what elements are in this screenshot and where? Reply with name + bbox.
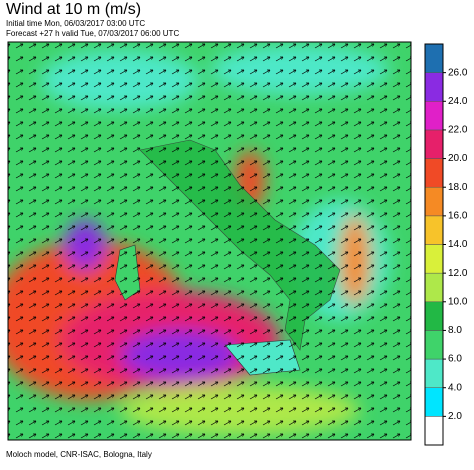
forecast-time: Forecast +27 h valid Tue, 07/03/2017 06:…	[6, 29, 179, 38]
colorbar-band	[424, 186, 444, 217]
colorbar-band	[424, 215, 444, 245]
colorbar-label: 4.0	[448, 382, 462, 393]
colorbar-band	[424, 416, 444, 446]
colorbar-label: 2.0	[448, 411, 462, 422]
colorbar-label: 24.0	[448, 96, 468, 107]
colorbar-band	[424, 101, 444, 131]
colorbar-band	[424, 330, 444, 360]
colorbar-label: 14.0	[448, 239, 468, 250]
colorbar-label: 18.0	[448, 182, 468, 193]
colorbar-label: 10.0	[448, 296, 468, 307]
colorbar-label: 8.0	[448, 325, 462, 336]
colorbar-band	[424, 158, 444, 188]
colorbar-band	[424, 358, 444, 388]
colorbar-band	[424, 272, 444, 303]
colorbar-band	[424, 387, 444, 417]
title: Wind at 10 m (m/s)	[6, 1, 141, 18]
colorbar-label: 22.0	[448, 125, 468, 136]
colorbar-band	[424, 244, 444, 274]
footer: Moloch model, CNR-ISAC, Bologna, Italy	[6, 450, 152, 459]
initial-time: Initial time Mon, 06/03/2017 03:00 UTC	[6, 19, 145, 28]
colorbar-label: 26.0	[448, 67, 468, 78]
colorbar-label: 6.0	[448, 354, 462, 365]
colorbar-band	[424, 301, 444, 331]
colorbar-band	[424, 129, 444, 159]
colorbar-label: 16.0	[448, 210, 468, 221]
colorbar-band	[424, 43, 444, 73]
map-frame	[7, 41, 412, 441]
colorbar-band	[424, 72, 444, 102]
colorbar-label: 12.0	[448, 268, 468, 279]
colorbar-label: 20.0	[448, 153, 468, 164]
colorbar: 2.0 4.0 6.0 8.0 10.0 12.0 14.0 16.0 18.0 20.0 22.0…	[424, 43, 468, 446]
map	[8, 42, 411, 440]
